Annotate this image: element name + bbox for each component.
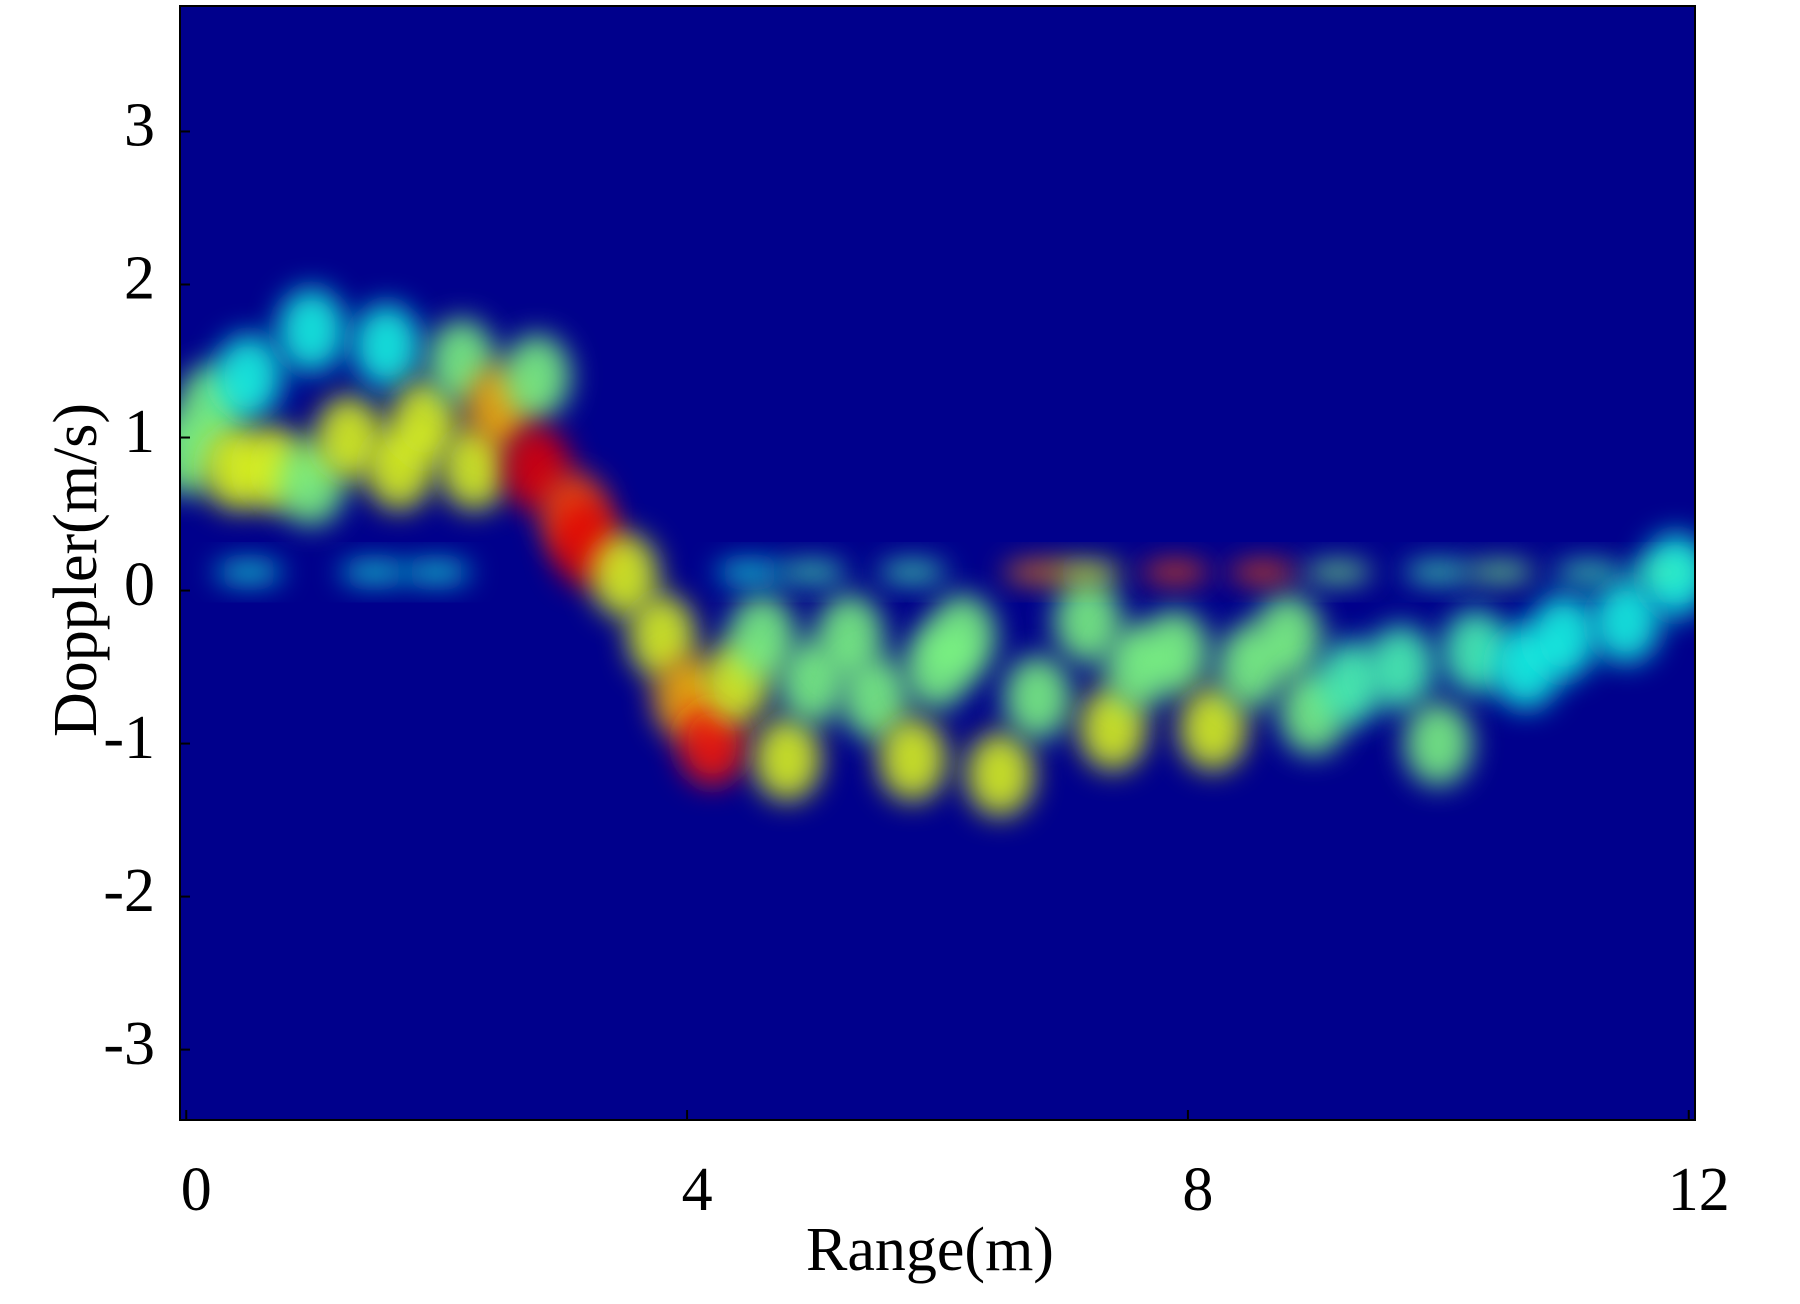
heat-cell	[840, 655, 909, 740]
heat-cell	[1003, 655, 1072, 740]
heat-cell	[590, 533, 659, 618]
y-tick-label: -1	[103, 704, 155, 772]
heat-cell	[1053, 562, 1122, 583]
heat-cell	[1141, 562, 1210, 583]
y-tick-label: -2	[103, 857, 155, 925]
heat-cell	[966, 732, 1035, 817]
heat-cell	[352, 303, 421, 388]
x-tick-label: 4	[682, 1156, 713, 1224]
heat-cell	[1629, 562, 1695, 583]
y-tick-label: 1	[124, 398, 155, 466]
heat-cell	[214, 562, 283, 583]
heat-cell	[1404, 701, 1473, 786]
heat-cell	[1404, 562, 1473, 583]
heat-cell	[1003, 562, 1072, 583]
heat-cell	[1592, 579, 1661, 664]
heat-cell	[878, 562, 947, 583]
heat-cell	[715, 562, 784, 583]
heat-cell	[1053, 579, 1122, 664]
heat-cell	[1554, 562, 1623, 583]
heat-cell	[778, 562, 847, 583]
y-tick-label: 2	[124, 245, 155, 313]
x-axis-label: Range(m)	[806, 1216, 1054, 1284]
heat-cell	[402, 562, 471, 583]
heat-cell	[878, 716, 947, 801]
heat-cell	[340, 562, 409, 583]
heat-cell	[1466, 562, 1535, 583]
plot-frame	[179, 5, 1696, 1121]
x-tick-label: 12	[1668, 1156, 1730, 1224]
heat-cell	[1366, 625, 1435, 710]
x-tick-label: 8	[1182, 1156, 1213, 1224]
heat-cell	[1304, 562, 1373, 583]
heat-cell	[214, 334, 283, 419]
heat-cell	[728, 594, 797, 679]
heat-cell	[502, 334, 571, 419]
plot-background	[180, 6, 1695, 1120]
heat-cell	[277, 288, 346, 373]
heatmap	[180, 288, 1695, 817]
heat-cell	[753, 716, 822, 801]
y-tick-label: 0	[124, 551, 155, 619]
heat-cell	[1529, 594, 1598, 679]
heat-cell	[1141, 609, 1210, 694]
y-tick-label: -3	[103, 1010, 155, 1078]
y-tick-label: 3	[124, 92, 155, 160]
heat-cell	[390, 380, 459, 465]
heat-cell	[1178, 686, 1247, 771]
y-axis-label: Doppler(m/s)	[42, 403, 110, 737]
heat-cell	[1229, 562, 1298, 583]
heat-cell	[928, 594, 997, 679]
heat-cell	[1254, 594, 1323, 679]
x-tick-label: 0	[181, 1156, 212, 1224]
